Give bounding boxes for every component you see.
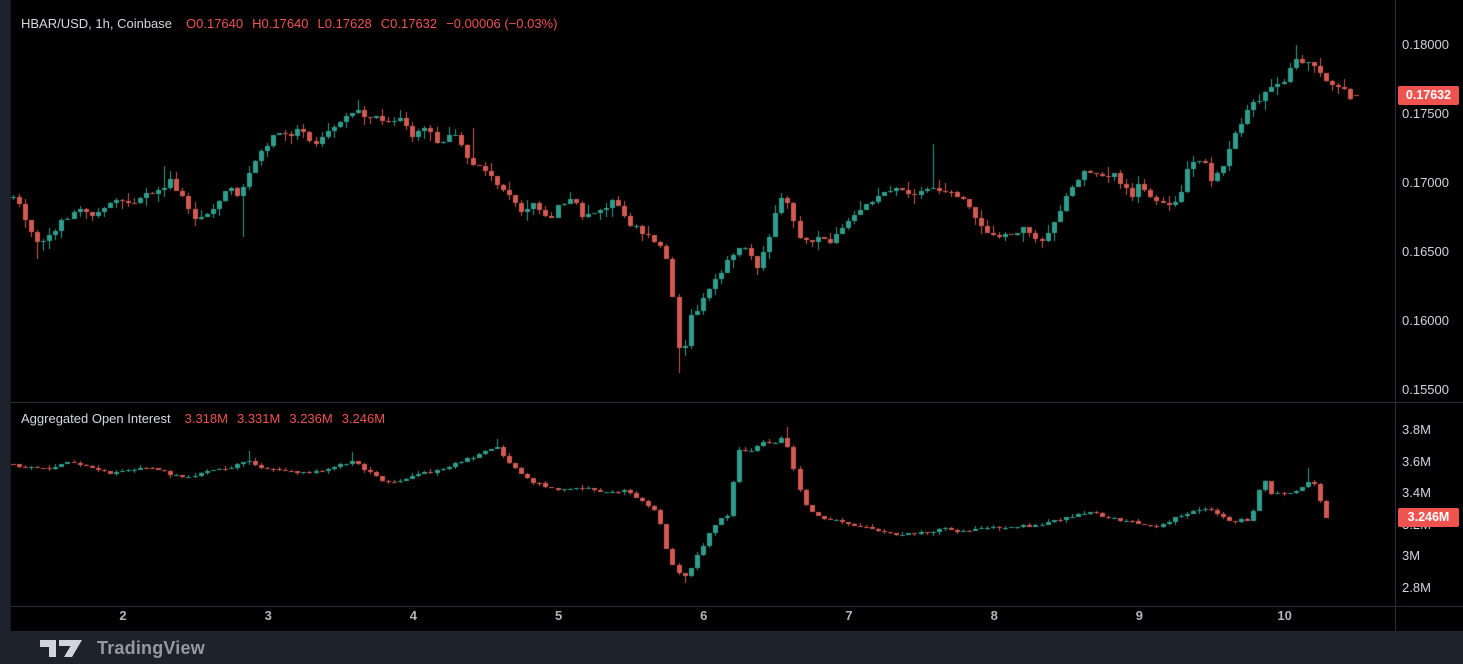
- ohlc-high-value: H0.17640: [252, 16, 309, 31]
- ohlc-close-value: C0.17632: [380, 16, 438, 31]
- time-axis-label: 6: [700, 608, 708, 623]
- price-tick-label: 0.18000: [1402, 37, 1449, 52]
- time-axis-label: 2: [119, 608, 127, 623]
- oi-indicator-title[interactable]: Aggregated Open Interest: [21, 411, 171, 426]
- footer-bar: TradingView: [0, 631, 1463, 664]
- time-axis-label: 3: [264, 608, 272, 623]
- oi-tick-label: 3.8M: [1402, 422, 1431, 437]
- price-axis-separator: [1395, 0, 1396, 631]
- left-toolbar-collapsed-strip[interactable]: [0, 0, 11, 631]
- oi-low-value: 3.236M: [289, 411, 333, 426]
- tradingview-logo[interactable]: TradingView: [38, 637, 205, 659]
- oi-high-value: 3.331M: [236, 411, 281, 426]
- price-tick-label: 0.15500: [1402, 382, 1449, 397]
- price-change-value: −0.00006 (−0.03%): [446, 16, 558, 31]
- last-price-badge: 0.17632: [1398, 86, 1459, 105]
- oi-tick-label: 3.6M: [1402, 453, 1431, 469]
- oi-tick-label: 3M: [1402, 548, 1421, 564]
- oi-tick-label: 2.8M: [1402, 580, 1431, 595]
- price-tick-label: 0.16000: [1402, 313, 1449, 328]
- last-oi-badge: 3.246M: [1398, 508, 1459, 527]
- pane-separator[interactable]: [10, 402, 1463, 403]
- tradingview-brand-text: TradingView: [97, 637, 205, 658]
- time-axis-label: 7: [845, 608, 853, 623]
- open-interest-legend: Aggregated Open Interest 3.318M 3.331M 3.23…: [21, 411, 385, 426]
- time-axis-label: 8: [990, 608, 998, 623]
- main-symbol-legend: HBAR/USD, 1h, Coinbase O0.17640 H0.17640 L0…: [21, 16, 557, 31]
- time-axis-label: 10: [1277, 608, 1292, 623]
- symbol-title[interactable]: HBAR/USD, 1h, Coinbase: [21, 16, 173, 31]
- oi-open-value: 3.318M: [184, 411, 228, 426]
- price-tick-label: 0.17500: [1402, 106, 1449, 121]
- ohlc-open-value: O0.17640: [186, 16, 244, 31]
- oi-close-value: 3.246M: [341, 411, 386, 426]
- time-axis-separator: [10, 606, 1463, 607]
- time-axis-label: 4: [409, 608, 417, 623]
- tradingview-logo-icon: [40, 640, 82, 657]
- ohlc-low-value: L0.17628: [317, 16, 372, 31]
- price-tick-label: 0.16500: [1402, 244, 1449, 259]
- oi-tick-label: 3.4M: [1402, 485, 1431, 501]
- candlestick-chart-canvas[interactable]: [10, 0, 1395, 607]
- time-axis-label: 5: [554, 608, 563, 623]
- price-tick-label: 0.17000: [1402, 175, 1449, 190]
- time-axis-label: 9: [1135, 608, 1143, 623]
